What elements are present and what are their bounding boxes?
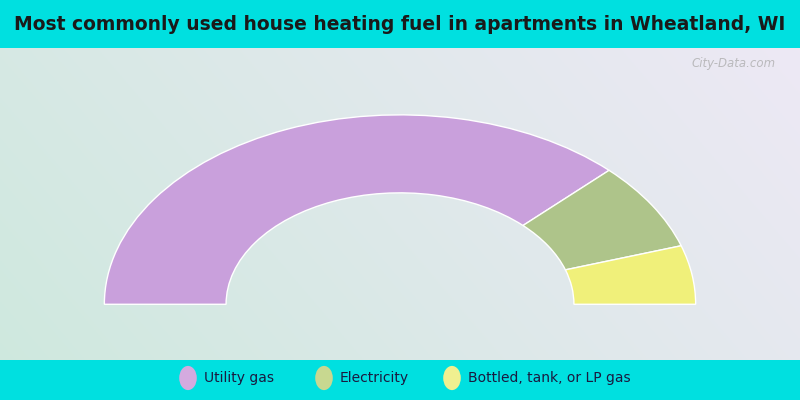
- Wedge shape: [523, 170, 681, 270]
- Text: Electricity: Electricity: [340, 371, 409, 385]
- Wedge shape: [104, 115, 609, 304]
- Ellipse shape: [179, 366, 197, 390]
- Text: City-Data.com: City-Data.com: [692, 57, 776, 70]
- Text: Utility gas: Utility gas: [204, 371, 274, 385]
- Text: Bottled, tank, or LP gas: Bottled, tank, or LP gas: [468, 371, 630, 385]
- Text: Most commonly used house heating fuel in apartments in Wheatland, WI: Most commonly used house heating fuel in…: [14, 14, 786, 34]
- Ellipse shape: [315, 366, 333, 390]
- Wedge shape: [566, 246, 696, 304]
- Ellipse shape: [443, 366, 461, 390]
